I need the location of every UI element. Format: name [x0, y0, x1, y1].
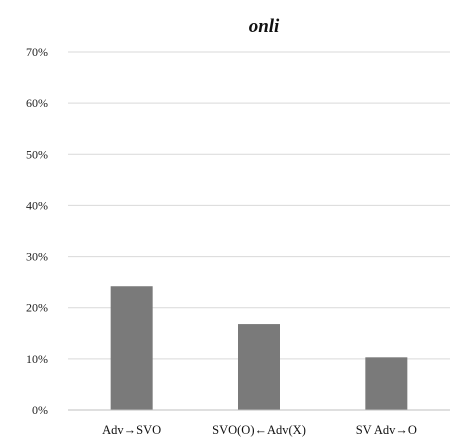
x-tick-label: SV Adv→O [356, 423, 417, 437]
x-tick-label: SVO(O)←Adv(X) [212, 423, 306, 437]
y-tick-label: 0% [32, 403, 48, 417]
y-tick-label: 30% [26, 250, 48, 264]
y-tick-label: 40% [26, 198, 48, 212]
bars [110, 286, 408, 410]
chart-title: onli [249, 16, 280, 37]
x-axis-labels: Adv→SVO SVO(O)←Adv(X) SV Adv→O [102, 423, 417, 437]
bar [110, 286, 153, 410]
y-tick-label: 70% [26, 45, 48, 59]
y-tick-label: 50% [26, 147, 48, 161]
x-tick-label: Adv→SVO [102, 423, 161, 437]
y-axis-ticks: 0% 10% 20% 30% 40% 50% 60% 70% [26, 45, 48, 417]
bar [365, 357, 408, 410]
y-tick-label: 20% [26, 301, 48, 315]
y-tick-label: 60% [26, 96, 48, 110]
y-tick-label: 10% [26, 352, 48, 366]
bar [238, 324, 280, 410]
